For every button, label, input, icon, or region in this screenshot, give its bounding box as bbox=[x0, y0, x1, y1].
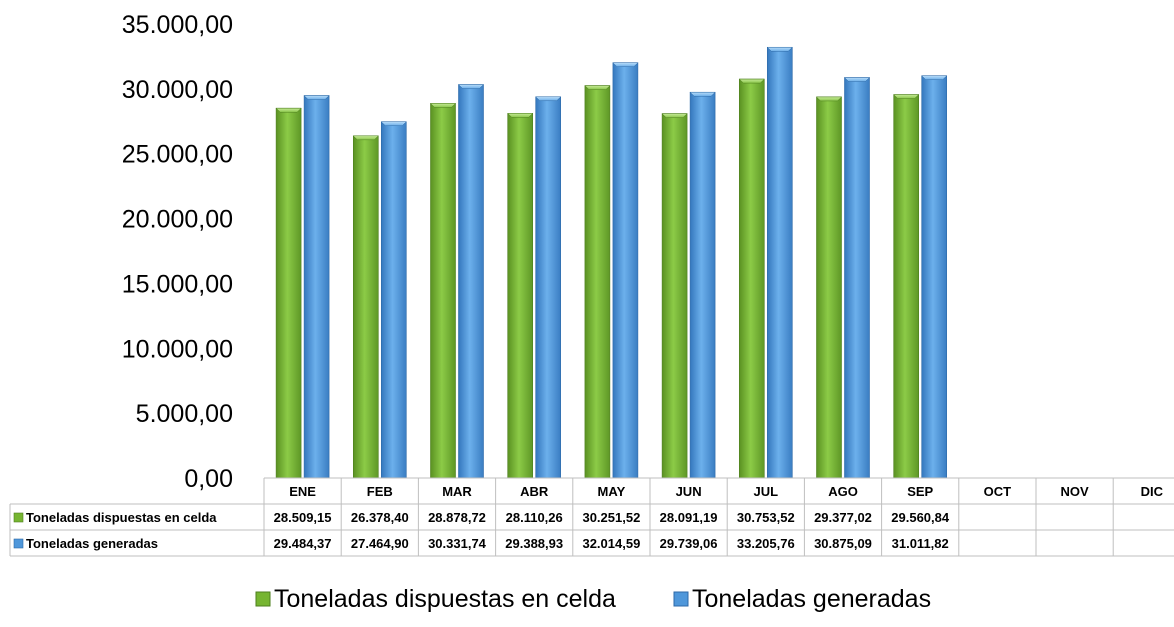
category-label: NOV bbox=[1061, 484, 1090, 499]
data-label: 26.378,40 bbox=[351, 510, 409, 525]
row-legend-marker bbox=[13, 512, 24, 523]
bar-generadas-jul bbox=[766, 46, 793, 479]
row-series-name: Toneladas generadas bbox=[26, 536, 158, 551]
bar-dispuestas-may bbox=[584, 85, 611, 479]
category-label: FEB bbox=[367, 484, 393, 499]
category-label: MAY bbox=[598, 484, 626, 499]
legend-marker bbox=[673, 591, 689, 607]
data-label: 28.110,26 bbox=[506, 510, 563, 525]
bar-dispuestas-abr bbox=[507, 113, 534, 479]
bar-dispuestas-sep bbox=[893, 94, 920, 479]
bar-generadas-abr bbox=[535, 96, 562, 479]
bar-dispuestas-mar bbox=[429, 103, 457, 479]
data-label: 32.014,59 bbox=[582, 536, 640, 551]
data-label: 30.251,52 bbox=[582, 510, 640, 525]
category-label: ENE bbox=[289, 484, 316, 499]
data-label: 30.875,09 bbox=[814, 536, 872, 551]
category-label: AGO bbox=[828, 484, 858, 499]
y-tick-label: 25.000,00 bbox=[122, 141, 233, 169]
data-label: 29.560,84 bbox=[891, 510, 950, 525]
bar-generadas-sep bbox=[921, 75, 948, 479]
bar-dispuestas-ago bbox=[815, 96, 843, 479]
legend: Toneladas dispuestas en celda Toneladas g… bbox=[255, 585, 931, 613]
bar-generadas-jun bbox=[689, 91, 716, 479]
data-label: 29.739,06 bbox=[660, 536, 718, 551]
data-label: 28.509,15 bbox=[274, 510, 332, 525]
data-label: 31.011,82 bbox=[892, 536, 949, 551]
data-table: ENE FEB MAR ABR MAY JUN JUL AGO SEP OCT NOV DIC Tone… bbox=[9, 477, 1174, 557]
row-legend-marker bbox=[13, 538, 24, 549]
bar-generadas-mar bbox=[457, 84, 485, 479]
y-tick-label: 5.000,00 bbox=[136, 400, 233, 428]
y-tick-label: 35.000,00 bbox=[122, 11, 233, 39]
data-label: 27.464,90 bbox=[351, 536, 409, 551]
data-label: 28.091,19 bbox=[660, 510, 718, 525]
category-label: SEP bbox=[907, 484, 933, 499]
bar-dispuestas-ene bbox=[275, 107, 302, 479]
bar-dispuestas-feb bbox=[352, 135, 379, 479]
bar-dispuestas-jun bbox=[661, 113, 688, 479]
data-label: 30.753,52 bbox=[737, 510, 795, 525]
data-label: 29.377,02 bbox=[814, 510, 872, 525]
legend-marker bbox=[255, 591, 271, 607]
data-label: 28.878,72 bbox=[428, 510, 486, 525]
row-series-name: Toneladas dispuestas en celda bbox=[26, 510, 217, 525]
category-label: OCT bbox=[984, 484, 1012, 499]
bar-generadas-feb bbox=[380, 121, 407, 479]
data-label: 29.388,93 bbox=[505, 536, 563, 551]
data-label: 30.331,74 bbox=[428, 536, 487, 551]
category-label: DIC bbox=[1141, 484, 1164, 499]
legend-label: Toneladas generadas bbox=[692, 585, 931, 613]
y-tick-label: 10.000,00 bbox=[122, 335, 233, 363]
category-label: JUL bbox=[754, 484, 779, 499]
y-tick-label: 20.000,00 bbox=[122, 206, 233, 234]
y-tick-label: 30.000,00 bbox=[122, 76, 233, 104]
y-tick-label: 15.000,00 bbox=[122, 270, 233, 298]
bar-dispuestas-jul bbox=[738, 78, 765, 479]
y-tick-label: 0,00 bbox=[184, 465, 233, 493]
y-axis: 0,00 5.000,00 10.000,00 15.000,00 20.000,00 2… bbox=[122, 11, 233, 493]
category-label: JUN bbox=[676, 484, 702, 499]
bar-generadas-ene bbox=[303, 95, 330, 479]
data-label: 33.205,76 bbox=[737, 536, 795, 551]
category-label: MAR bbox=[442, 484, 472, 499]
data-label: 29.484,37 bbox=[274, 536, 332, 551]
category-label: ABR bbox=[520, 484, 549, 499]
bar-generadas-may bbox=[612, 62, 639, 479]
bar-generadas-ago bbox=[843, 77, 871, 479]
bars bbox=[275, 46, 948, 479]
legend-label: Toneladas dispuestas en celda bbox=[274, 585, 616, 613]
